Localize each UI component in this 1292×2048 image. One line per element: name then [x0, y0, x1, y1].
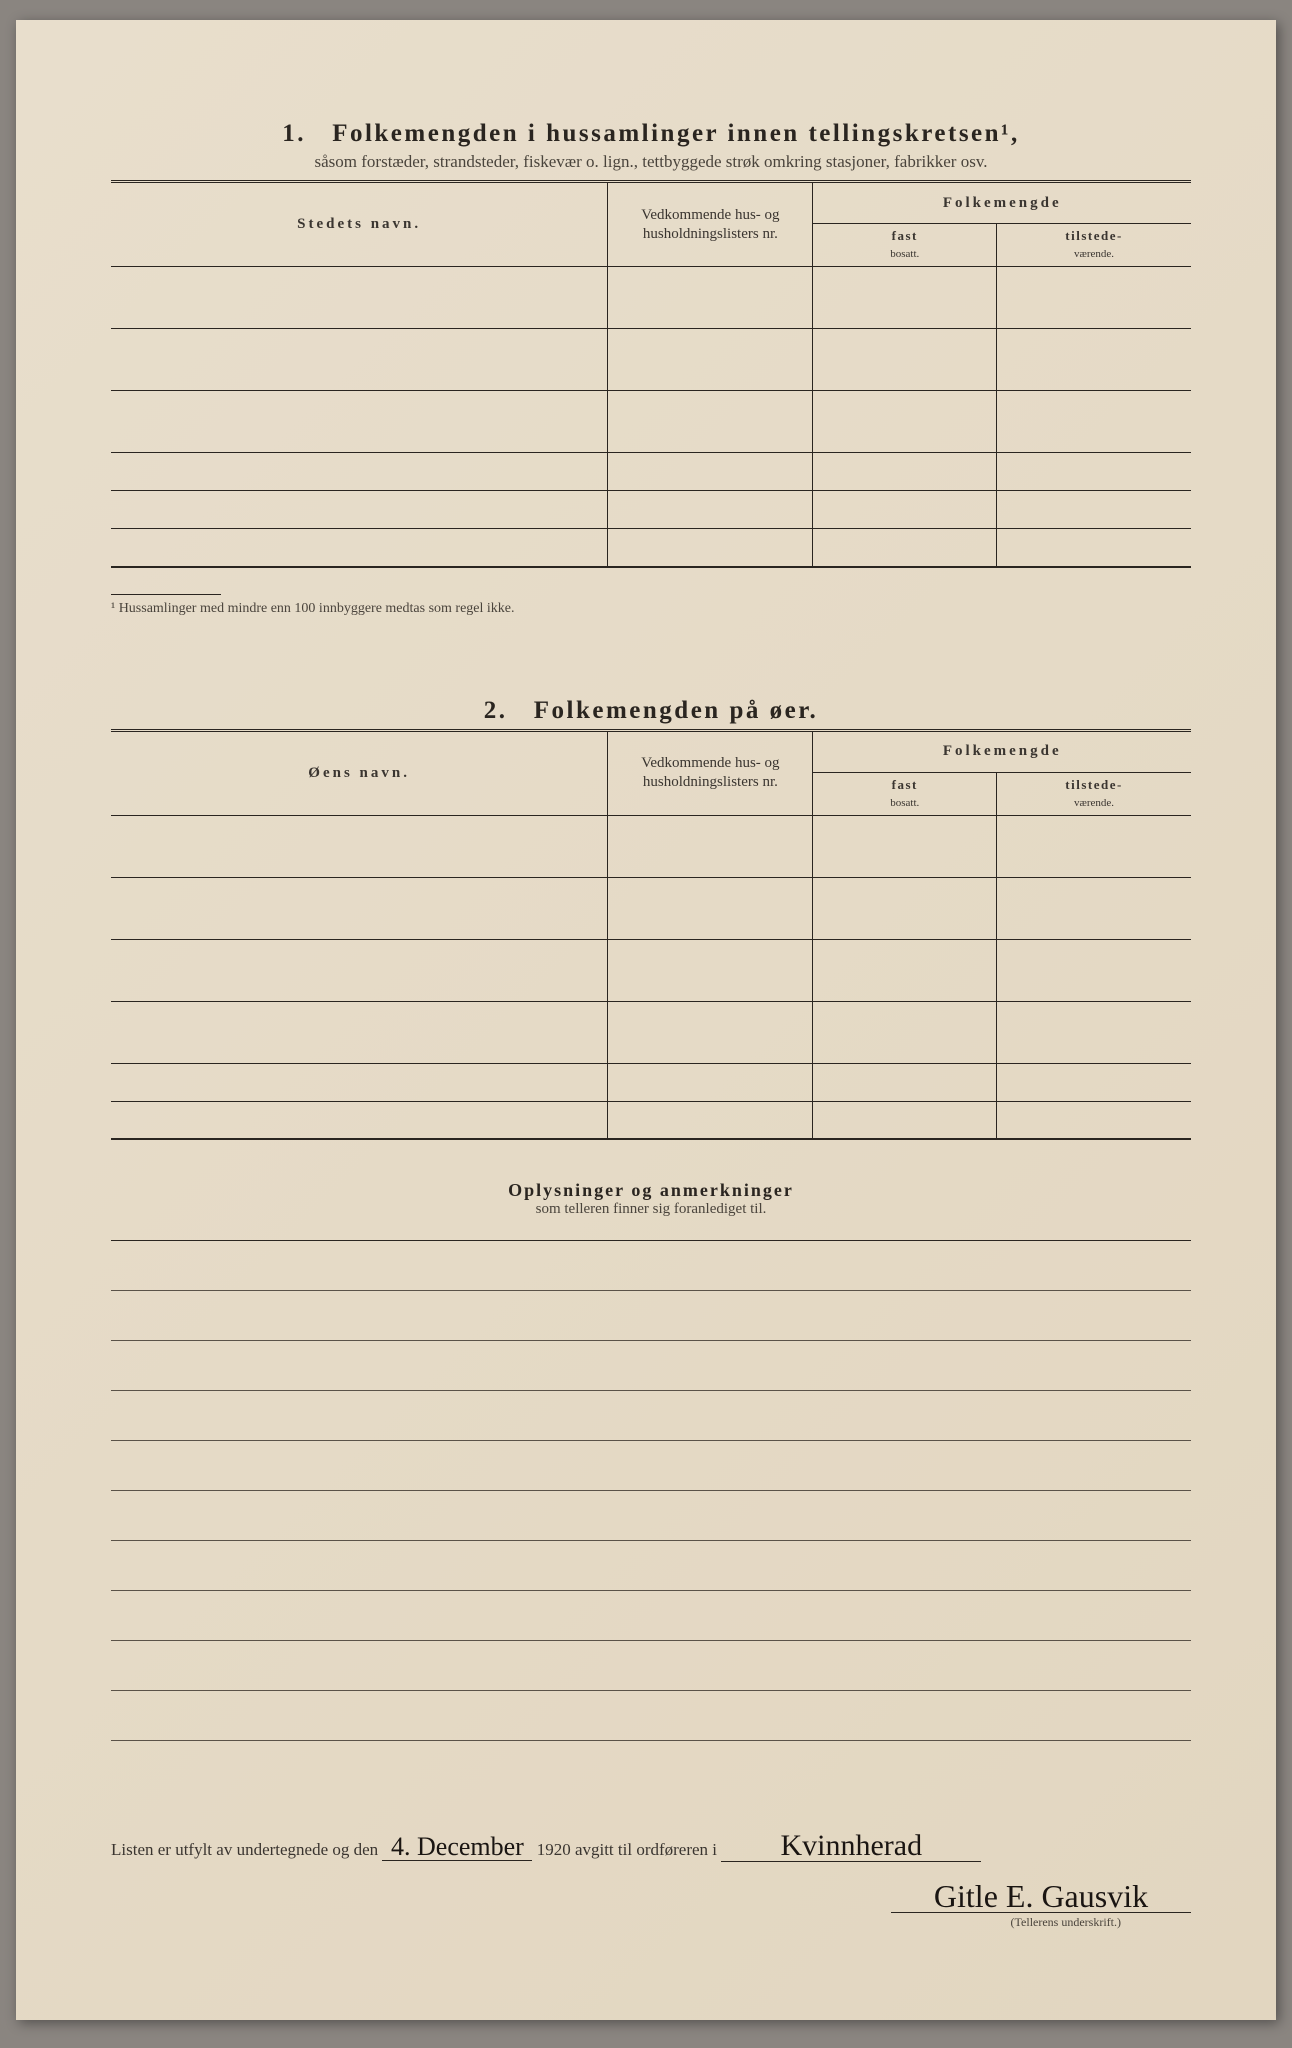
section1-table: Stedets navn. Vedkommende hus- og hushol…	[111, 180, 1191, 568]
ruled-line	[111, 1591, 1191, 1641]
signature-block: Listen er utfylt av undertegnede og den …	[111, 1831, 1191, 1930]
col-til-sub: værende.	[1074, 248, 1114, 260]
section1-title: 1. Folkemengden i hussamlinger innen tel…	[111, 120, 1191, 148]
col-tilstede2: tilstede- værende.	[997, 772, 1191, 815]
section1-number: 1.	[282, 120, 306, 147]
ruled-line	[111, 1491, 1191, 1541]
col-til2-label: tilstede-	[1065, 777, 1123, 792]
col-ref: Vedkommende hus- og husholdningslisters …	[608, 182, 813, 267]
section2-number: 2.	[484, 697, 508, 724]
section2-title: 2. Folkemengden på øer.	[111, 697, 1191, 725]
col-til-label: tilstede-	[1065, 228, 1123, 243]
sig-prefix: Listen er utfylt av undertegnede og den	[111, 1840, 378, 1859]
col-ref2: Vedkommende hus- og husholdningslisters …	[608, 730, 813, 815]
ruled-line	[111, 1541, 1191, 1591]
section2-body	[111, 815, 1191, 1139]
ruled-line	[111, 1641, 1191, 1691]
col-til2-sub: værende.	[1074, 797, 1114, 809]
sig-place: Kvinnherad	[721, 1831, 981, 1862]
ruled-line	[111, 1241, 1191, 1291]
col-oens-navn: Øens navn.	[111, 730, 608, 815]
census-form-page: 1. Folkemengden i hussamlinger innen tel…	[16, 20, 1276, 2020]
section3-subtitle: som telleren finner sig foranlediget til…	[111, 1201, 1191, 1218]
ruled-line	[111, 1341, 1191, 1391]
section1-title-text: Folkemengden i hussamlinger innen tellin…	[332, 120, 1020, 147]
ruled-line	[111, 1691, 1191, 1741]
col-fast2: fast bosatt.	[813, 772, 997, 815]
col-stedets-navn: Stedets navn.	[111, 182, 608, 267]
col-fast2-label: fast	[892, 777, 918, 792]
sig-date: 4. December	[382, 1834, 532, 1861]
section3-title: Oplysninger og anmerkninger	[111, 1180, 1191, 1201]
signer-name: Gitle E. Gausvik	[891, 1880, 1191, 1913]
section1-body	[111, 267, 1191, 567]
col-fast-label: fast	[892, 228, 918, 243]
col-fast-sub: bosatt.	[890, 248, 919, 260]
signer-caption: (Tellerens underskrift.)	[111, 1915, 1191, 1930]
col-folkemengde: Folkemengde	[813, 182, 1191, 224]
footnote-rule	[111, 594, 221, 595]
ruled-line	[111, 1441, 1191, 1491]
notes-area	[111, 1240, 1191, 1741]
section2-title-text: Folkemengden på øer.	[534, 697, 819, 724]
sig-year: 1920	[537, 1840, 571, 1859]
teller-signature: Gitle E. Gausvik	[111, 1880, 1191, 1913]
section1-subtitle: såsom forstæder, strandsteder, fiskevær …	[111, 152, 1191, 172]
sig-mid: avgitt til ordføreren i	[575, 1840, 717, 1859]
ruled-line	[111, 1291, 1191, 1341]
footnote: ¹ Hussamlinger med mindre enn 100 innbyg…	[111, 601, 1191, 617]
col-fast: fast bosatt.	[813, 224, 997, 267]
section2-table: Øens navn. Vedkommende hus- og husholdni…	[111, 729, 1191, 1141]
col-folkemengde2: Folkemengde	[813, 730, 1191, 772]
ruled-line	[111, 1391, 1191, 1441]
col-tilstede: tilstede- værende.	[997, 224, 1191, 267]
col-fast2-sub: bosatt.	[890, 797, 919, 809]
